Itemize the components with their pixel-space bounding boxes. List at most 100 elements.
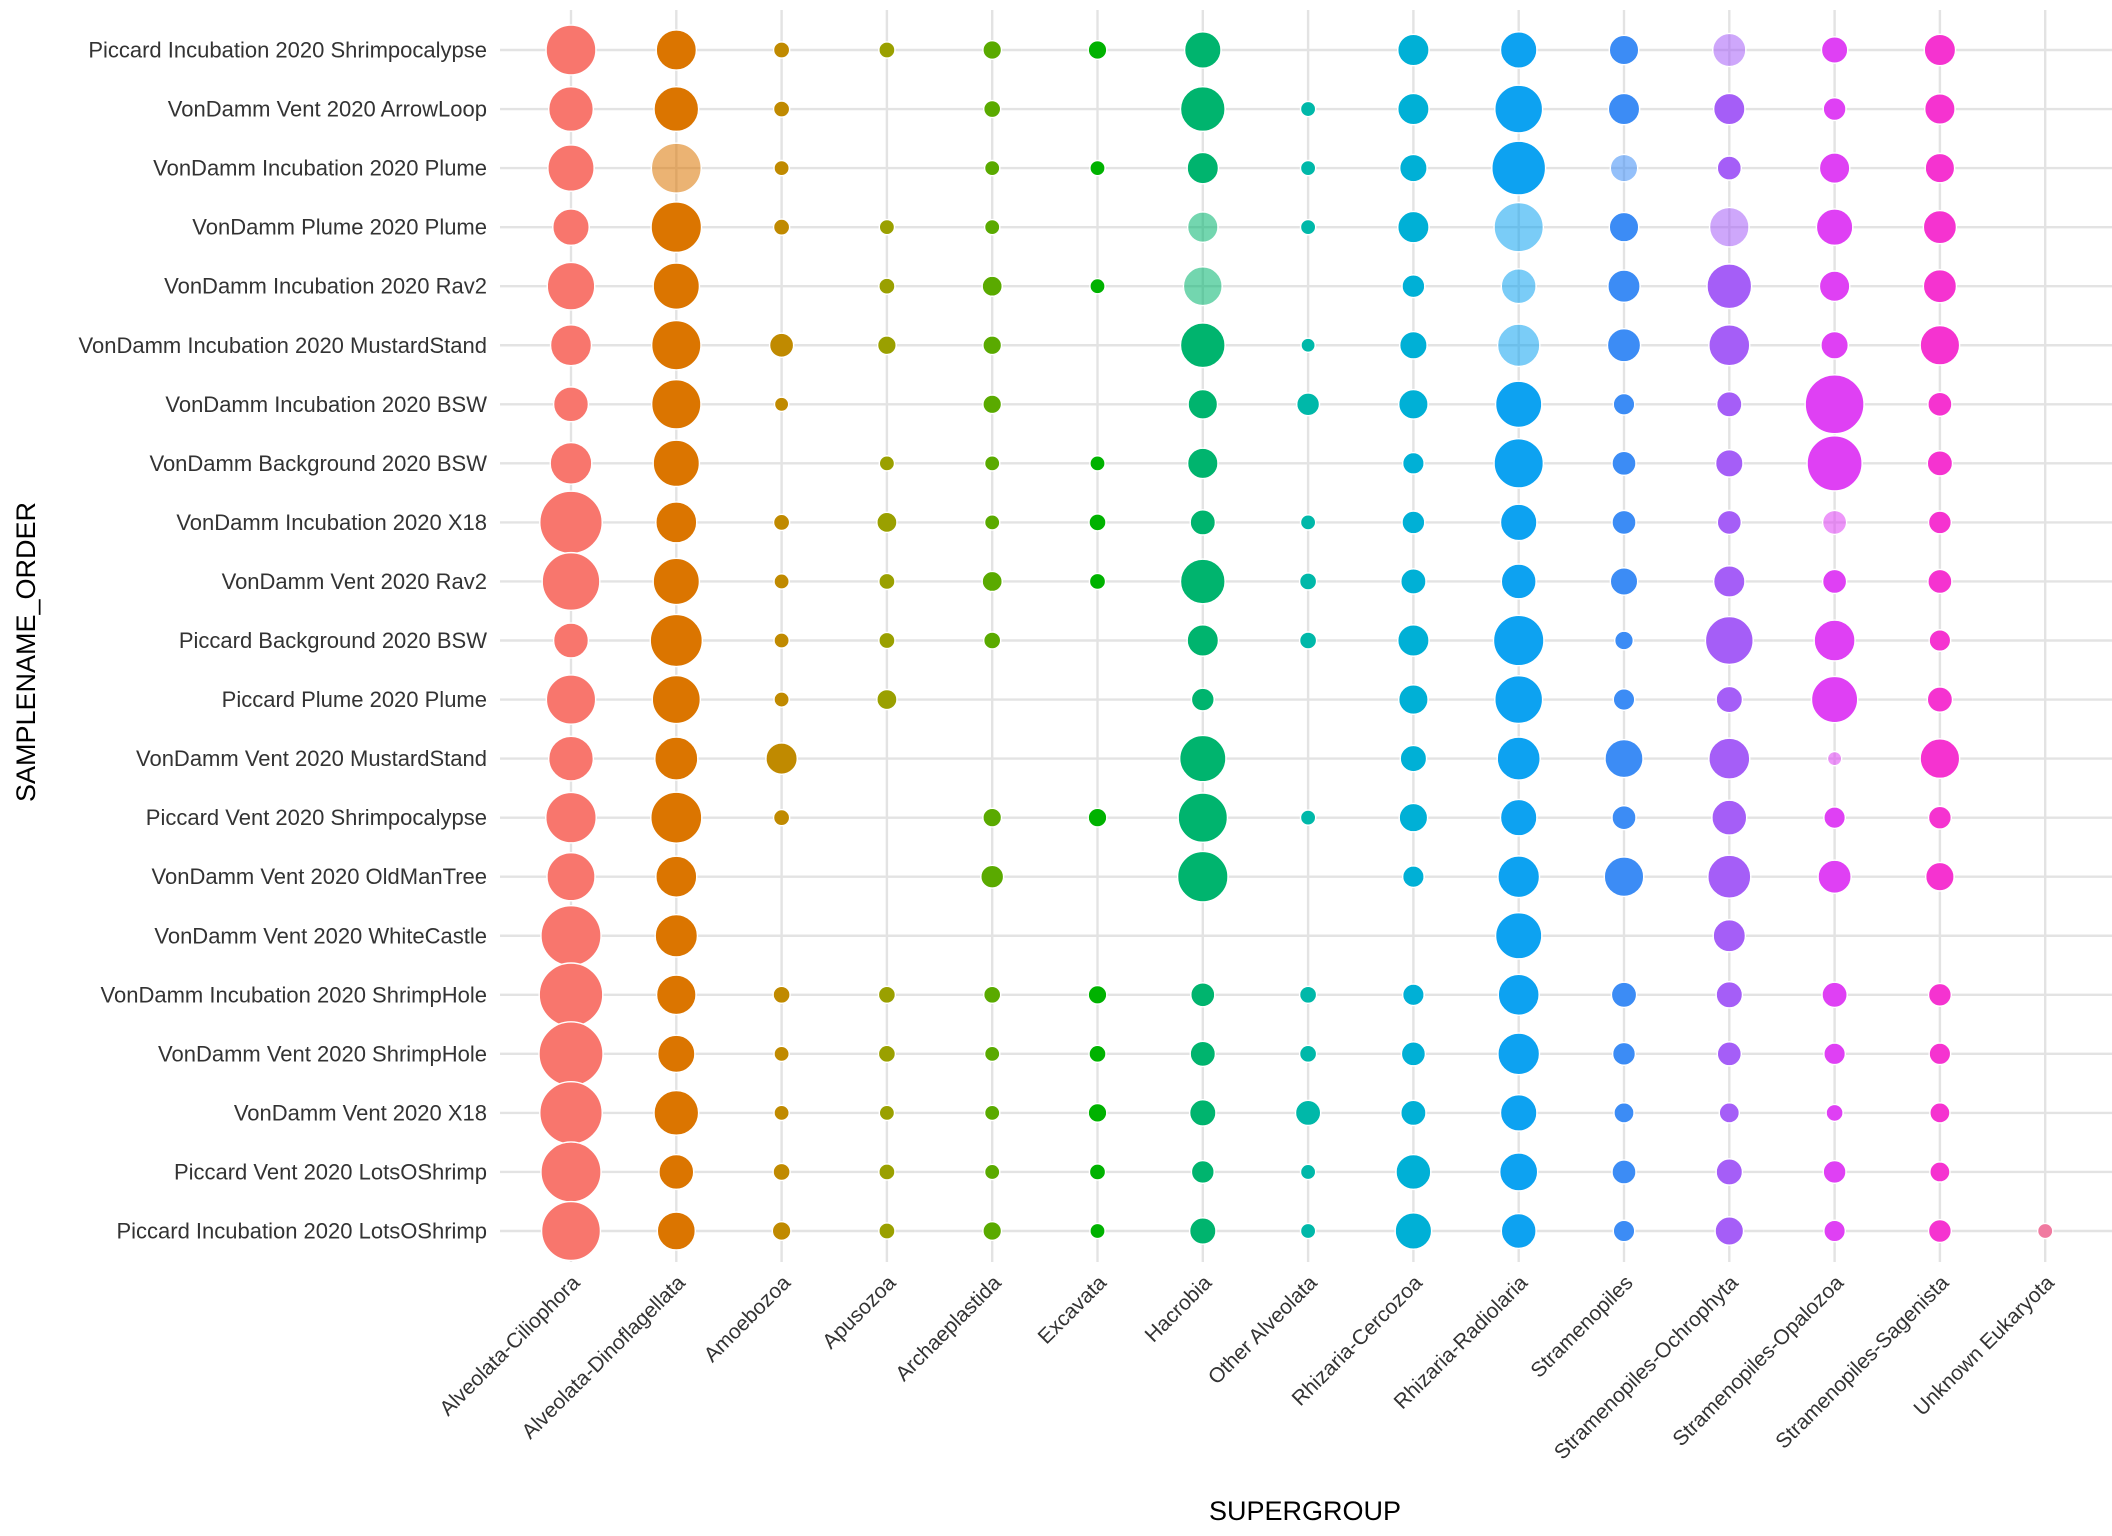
bubble-point (980, 864, 1005, 889)
y-tick-label: Piccard Incubation 2020 LotsOShrimp (116, 1219, 487, 1244)
bubble-point (1609, 567, 1639, 596)
bubble-point (1715, 980, 1744, 1009)
bubble-point (1715, 390, 1743, 418)
bubble-point (878, 572, 896, 591)
y-tick-label: VonDamm Incubation 2020 Rav2 (164, 274, 487, 299)
bubble-point (1179, 86, 1226, 133)
bubble-point (540, 1200, 602, 1262)
bubble-point (1182, 266, 1223, 307)
bubble-point (982, 1220, 1003, 1242)
bubble-point (1609, 153, 1639, 183)
bubble-point (1611, 509, 1637, 536)
bubble-point (1188, 1217, 1217, 1245)
y-tick-label: Piccard Background 2020 BSW (179, 628, 487, 653)
bubble-point (1492, 614, 1545, 667)
bubble-point (1190, 687, 1215, 712)
bubble-point (1715, 685, 1744, 714)
bubble-point (1395, 1153, 1432, 1191)
bubble-point (772, 218, 791, 236)
bubble-point (983, 99, 1002, 119)
y-tick-label: VonDamm Vent 2020 X18 (234, 1100, 487, 1125)
bubble-point (1716, 1041, 1743, 1067)
bubble-point (773, 1045, 790, 1063)
bubble-point (1707, 854, 1752, 899)
bubble-point (1810, 675, 1859, 724)
bubble-point (1183, 31, 1222, 69)
bubble-point (1398, 153, 1428, 183)
bubble-point (653, 1089, 700, 1136)
bubble-point (1708, 206, 1750, 248)
y-tick-label: VonDamm Incubation 2020 ShrimpHole (101, 982, 487, 1007)
bubble-point (1179, 558, 1226, 605)
bubble-point (772, 513, 791, 532)
bubble-point (983, 985, 1002, 1004)
bubble-point (539, 490, 603, 555)
bubble-point (1400, 1099, 1427, 1127)
bubble-point (1613, 630, 1635, 651)
bubble-point (772, 985, 791, 1004)
bubble-point (768, 332, 795, 358)
bubble-point (1716, 509, 1743, 536)
bubble-point (1299, 100, 1317, 118)
bubble-point (1500, 1212, 1537, 1250)
bubble-point (1821, 981, 1848, 1009)
bubble-point (656, 1034, 696, 1074)
bubble-point (1927, 510, 1952, 535)
bubble-point (655, 501, 698, 544)
bubble-point (545, 24, 597, 76)
bubble-point (1927, 391, 1953, 418)
bubble-point (1822, 1159, 1847, 1185)
bubble-point (1708, 737, 1751, 780)
bubble-point (653, 86, 700, 133)
bubble-point (538, 1021, 604, 1087)
bubble-point (878, 1222, 896, 1240)
bubble-point (982, 39, 1003, 61)
bubble-point (1186, 211, 1219, 244)
y-tick-label: Piccard Plume 2020 Plume (222, 687, 487, 712)
bubble-point (1298, 631, 1318, 650)
bubble-point (772, 808, 791, 827)
bubble-point (1818, 270, 1851, 303)
bubble-point (878, 631, 896, 650)
bubble-point (1612, 688, 1636, 711)
bubble-point (541, 551, 601, 611)
bubble-point (1087, 807, 1108, 828)
bubble-point (1497, 855, 1541, 899)
bubble-point (651, 674, 702, 725)
bubble-point (1089, 455, 1106, 472)
bubble-point (1497, 973, 1540, 1016)
y-tick-label: VonDamm Vent 2020 Rav2 (222, 569, 487, 594)
bubble-point (652, 557, 701, 606)
bubble-point (878, 1104, 896, 1122)
bubble-point (1189, 509, 1217, 536)
bubble-point (1818, 152, 1851, 185)
y-tick-label: VonDamm Vent 2020 OldManTree (152, 864, 487, 889)
bubble-point (1400, 1041, 1427, 1067)
bubble-point (1820, 36, 1849, 64)
bubble-point (1299, 809, 1317, 826)
bubble-point (1714, 448, 1744, 478)
bubble-point (1919, 324, 1961, 366)
y-tick-label: VonDamm Incubation 2020 MustardStand (79, 333, 487, 358)
bubble-point (1177, 792, 1229, 843)
bubble-point (539, 1080, 603, 1145)
bubble-point (1491, 140, 1547, 196)
bubble-point (545, 791, 597, 844)
bubble-point (982, 394, 1003, 415)
bubble-point (1823, 1042, 1847, 1066)
bubble-point (1087, 1102, 1108, 1123)
bubble-point (652, 439, 701, 488)
bubble-point (1497, 1032, 1541, 1076)
bubble-point (1928, 629, 1952, 652)
x-tick-label: Stramenopiles-Opalozoa (1668, 1271, 1848, 1451)
bubble-point (549, 441, 593, 485)
bubble-point (552, 386, 590, 423)
bubble-point (765, 742, 798, 775)
bubble-point (1706, 263, 1753, 310)
bubble-point (1928, 1042, 1952, 1066)
bubble-point (1298, 985, 1318, 1004)
bubble-point (1496, 736, 1541, 781)
bubble-point (1924, 861, 1955, 892)
bubble-point (1923, 93, 1956, 125)
